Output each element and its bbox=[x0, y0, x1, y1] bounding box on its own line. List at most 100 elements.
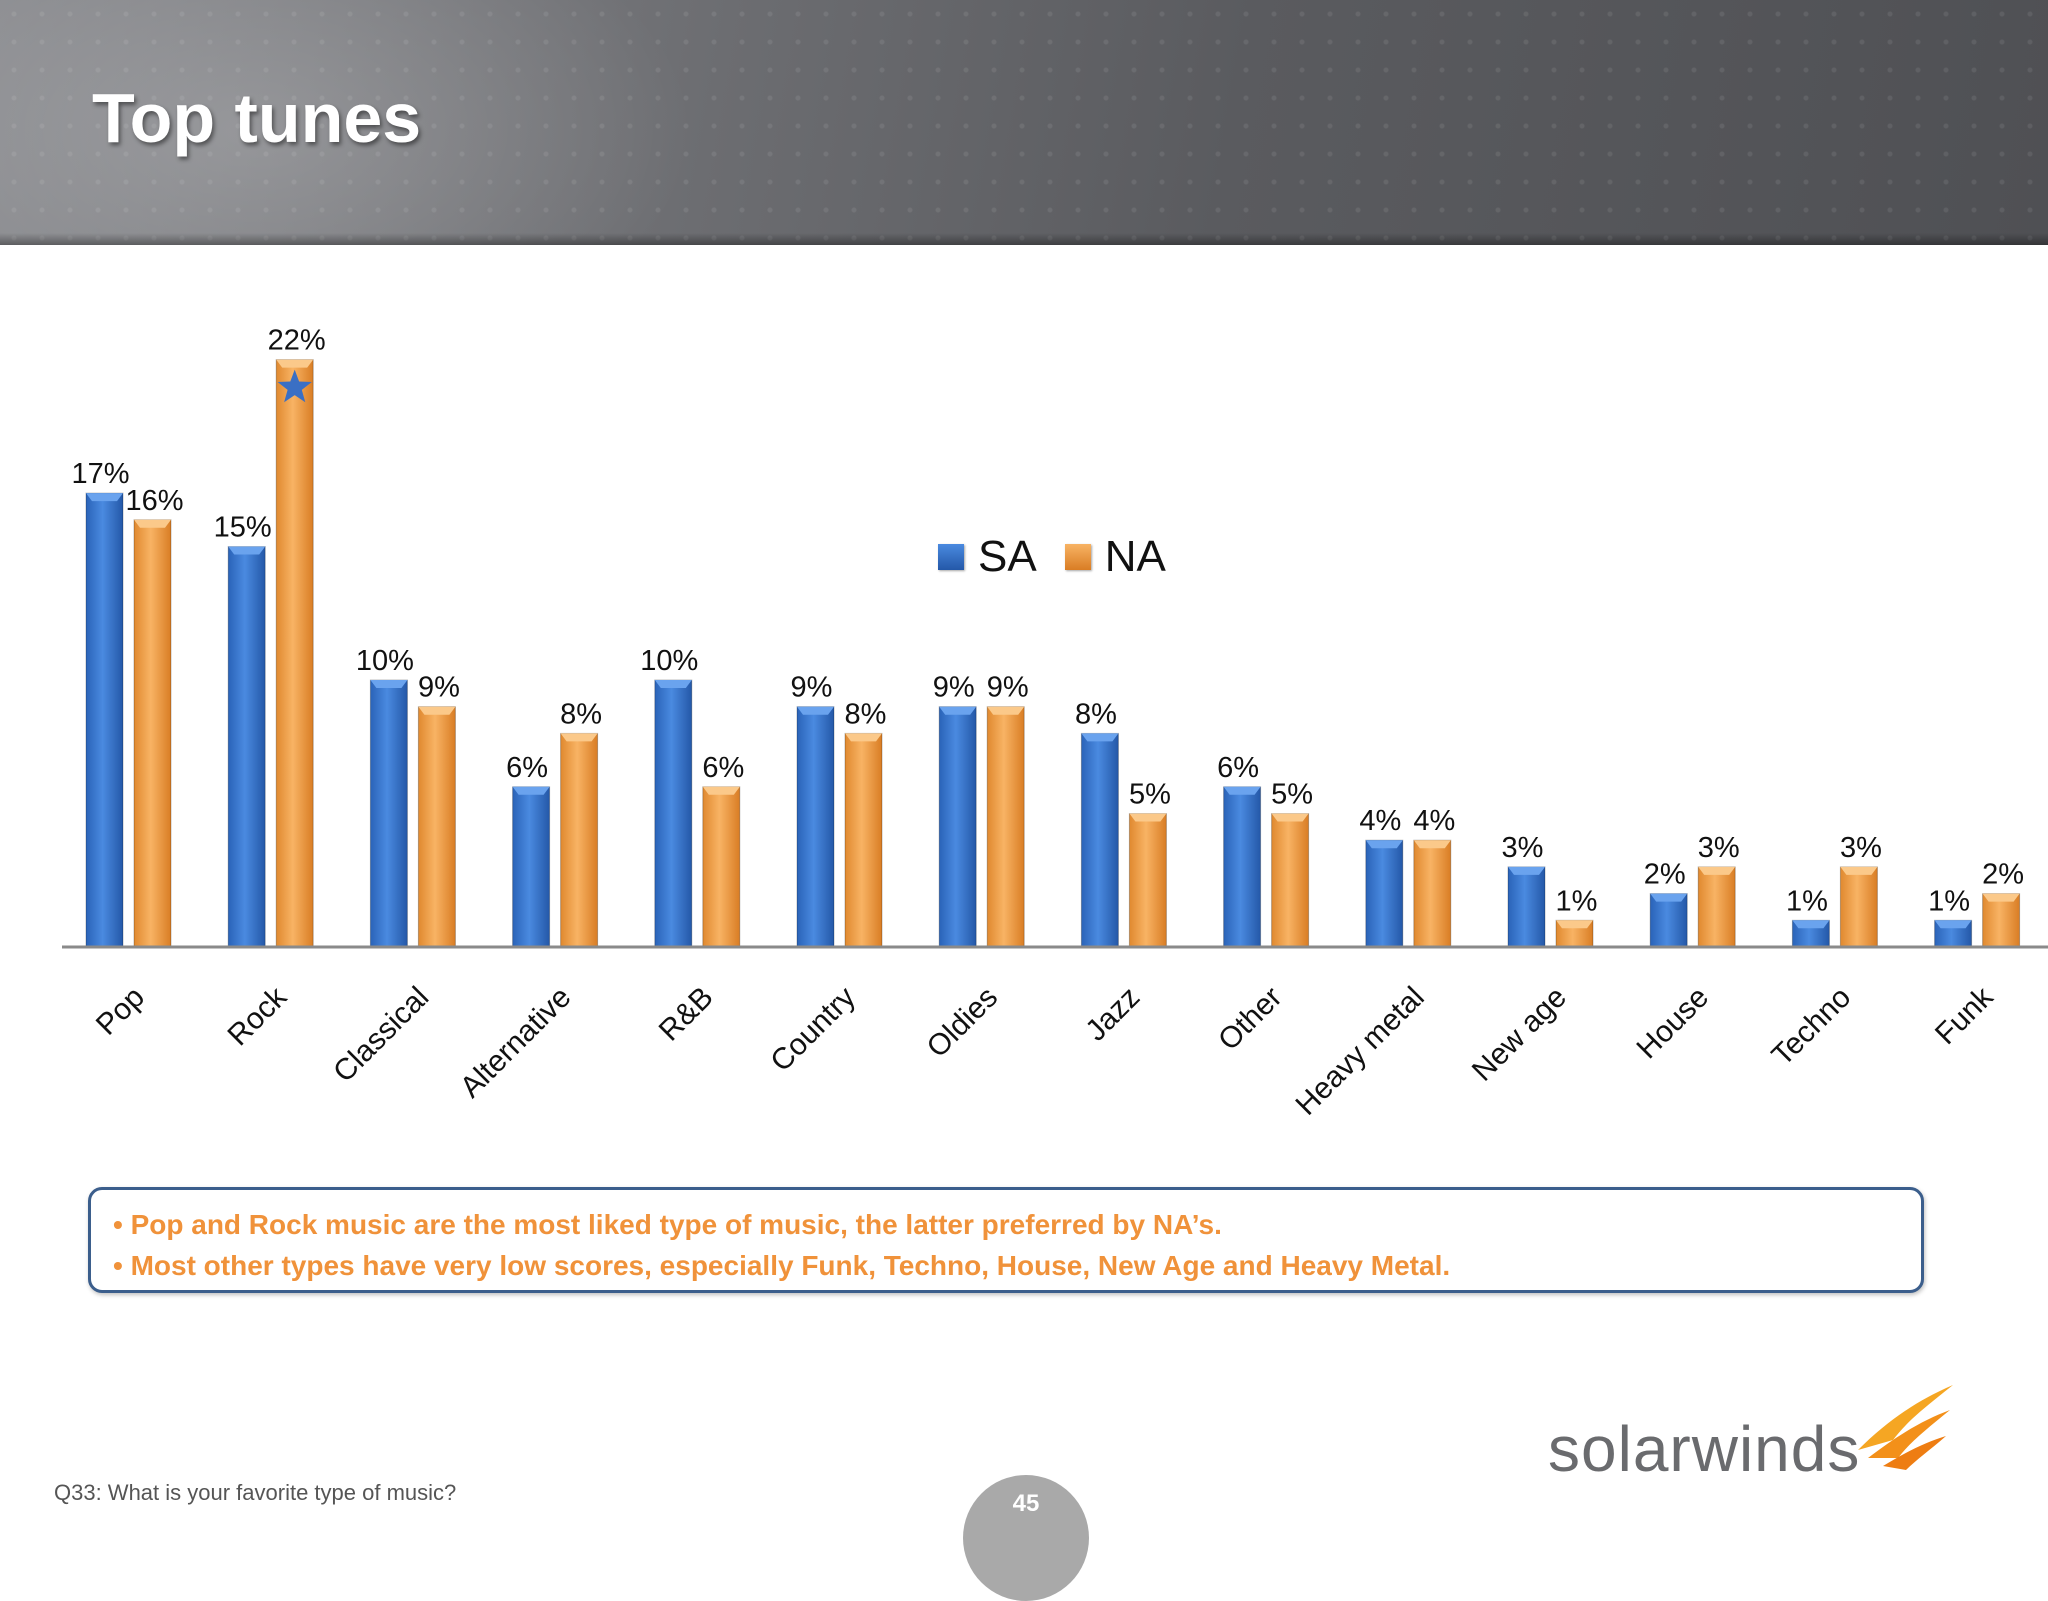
bar-na bbox=[986, 706, 1025, 948]
bar-sa bbox=[85, 492, 124, 948]
data-label-na: 8% bbox=[560, 698, 602, 730]
bar-sa bbox=[1080, 732, 1119, 948]
data-label-na: 9% bbox=[418, 672, 460, 704]
category-label: Jazz bbox=[1079, 981, 1146, 1048]
bar-cap-na bbox=[418, 706, 456, 715]
bar-cap-na bbox=[702, 786, 740, 795]
bar-cap-na bbox=[1982, 893, 2020, 902]
header-shadow bbox=[0, 233, 2048, 245]
bar-sa bbox=[1223, 786, 1262, 948]
category-label: Rock bbox=[221, 980, 293, 1052]
bar-cap-sa bbox=[370, 680, 408, 688]
data-label-na: 3% bbox=[1840, 832, 1882, 864]
bar-cap-na bbox=[560, 733, 598, 742]
data-label-na: 16% bbox=[125, 485, 183, 517]
page-number-badge: 45 bbox=[963, 1475, 1089, 1601]
bar-sa bbox=[796, 706, 835, 948]
data-label-na: 8% bbox=[845, 698, 887, 730]
bar-sa bbox=[1365, 839, 1404, 948]
bar-cap-sa bbox=[1650, 893, 1688, 902]
bar-na bbox=[1839, 866, 1878, 948]
category-label: Classical bbox=[327, 981, 435, 1089]
category-label: Heavy metal bbox=[1290, 981, 1431, 1122]
data-label-sa: 15% bbox=[214, 512, 272, 544]
bar-sa bbox=[1649, 893, 1688, 948]
insight-bullet: • Most other types have very low scores,… bbox=[113, 1250, 1451, 1281]
legend-item-sa: SA bbox=[938, 532, 1037, 582]
bar-cap-na bbox=[134, 519, 171, 528]
header-sheen bbox=[0, 0, 700, 245]
data-label-sa: 6% bbox=[506, 752, 548, 784]
data-label-sa: 9% bbox=[791, 672, 833, 704]
bar-na bbox=[560, 732, 599, 948]
bar-cap-na bbox=[1129, 813, 1167, 822]
data-label-na: 22% bbox=[268, 325, 326, 357]
legend-swatch-na bbox=[1064, 544, 1091, 570]
category-label: Oldies bbox=[921, 981, 1004, 1064]
bar-cap-sa bbox=[1223, 786, 1261, 795]
data-label-sa: 1% bbox=[1786, 885, 1828, 917]
bar-sa bbox=[369, 679, 408, 948]
category-label: Funk bbox=[1929, 980, 2000, 1051]
data-label-na: 3% bbox=[1698, 832, 1740, 864]
data-label-na: 5% bbox=[1129, 779, 1171, 811]
bar-cap-sa bbox=[1934, 920, 1972, 929]
category-label: Techno bbox=[1766, 981, 1858, 1073]
legend-label-sa: SA bbox=[978, 532, 1037, 581]
bar-cap-sa bbox=[86, 493, 123, 502]
highlight-star-icon bbox=[277, 369, 312, 403]
category-label: Other bbox=[1212, 981, 1288, 1057]
bar-cap-na bbox=[276, 359, 314, 368]
logo-wordmark: solarwinds bbox=[1548, 1413, 1861, 1485]
bar-na bbox=[844, 732, 883, 948]
bar-chart-svg: 17%16%Pop15%22%Rock10%9%Classical6%8%Alt… bbox=[62, 325, 2048, 1122]
legend-label-na: NA bbox=[1104, 532, 1166, 581]
bar-na bbox=[275, 359, 314, 948]
bar-na bbox=[417, 706, 456, 948]
data-label-na: 6% bbox=[702, 752, 744, 784]
category-label: House bbox=[1630, 981, 1715, 1066]
data-label-sa: 3% bbox=[1502, 832, 1544, 864]
category-label: Country bbox=[764, 981, 862, 1079]
question-footnote: Q33: What is your favorite type of music… bbox=[54, 1480, 457, 1505]
data-label-sa: 17% bbox=[71, 458, 129, 490]
bar-cap-sa bbox=[654, 680, 692, 688]
legend-item-na: NA bbox=[1064, 532, 1166, 582]
header-dot-pattern bbox=[0, 0, 2048, 245]
bar-na bbox=[702, 786, 741, 948]
bar-na bbox=[1697, 866, 1736, 948]
category-label: R&B bbox=[653, 981, 720, 1048]
data-label-sa: 4% bbox=[1359, 805, 1401, 837]
labels-layer: 17%16%Pop15%22%Rock10%9%Classical6%8%Alt… bbox=[71, 325, 2024, 1122]
bar-cap-na bbox=[1698, 866, 1736, 875]
data-label-na: 5% bbox=[1271, 779, 1313, 811]
bar-cap-sa bbox=[1508, 866, 1545, 875]
bar-cap-sa bbox=[512, 786, 550, 795]
data-label-na: 1% bbox=[1556, 885, 1598, 917]
data-label-sa: 9% bbox=[933, 672, 975, 704]
solarwinds-logo: solarwinds bbox=[1548, 1385, 1953, 1500]
page-number: 45 bbox=[1012, 1490, 1040, 1517]
slide-title: Top tunes bbox=[92, 79, 422, 157]
bar-na bbox=[133, 519, 172, 948]
data-label-sa: 10% bbox=[356, 645, 414, 677]
slide-header: Top tunes bbox=[0, 0, 2048, 245]
data-label-sa: 10% bbox=[640, 645, 698, 677]
insight-bullet: • Pop and Rock music are the most liked … bbox=[113, 1209, 1222, 1240]
bar-na bbox=[1271, 813, 1310, 948]
bar-cap-na bbox=[1556, 920, 1593, 929]
chart-legend: SA NA bbox=[938, 532, 1194, 582]
bar-sa bbox=[227, 546, 266, 948]
data-label-sa: 2% bbox=[1644, 859, 1686, 891]
solarwinds-flame-icon bbox=[1858, 1385, 1953, 1470]
category-label: New age bbox=[1466, 981, 1573, 1088]
data-label-na: 9% bbox=[987, 672, 1029, 704]
data-label-na: 4% bbox=[1413, 805, 1455, 837]
bars-layer bbox=[85, 359, 2021, 948]
data-label-sa: 8% bbox=[1075, 698, 1117, 730]
bar-sa bbox=[512, 786, 551, 948]
bar-na bbox=[1128, 813, 1167, 948]
bar-chart: 17% 16% Pop 15% 22% Rock 10% 9% Classical 6% 8% Alt… bbox=[0, 245, 2048, 1145]
bar-cap-na bbox=[845, 733, 882, 742]
insight-callout-box: • Pop and Rock music are the most liked … bbox=[88, 1187, 1924, 1293]
